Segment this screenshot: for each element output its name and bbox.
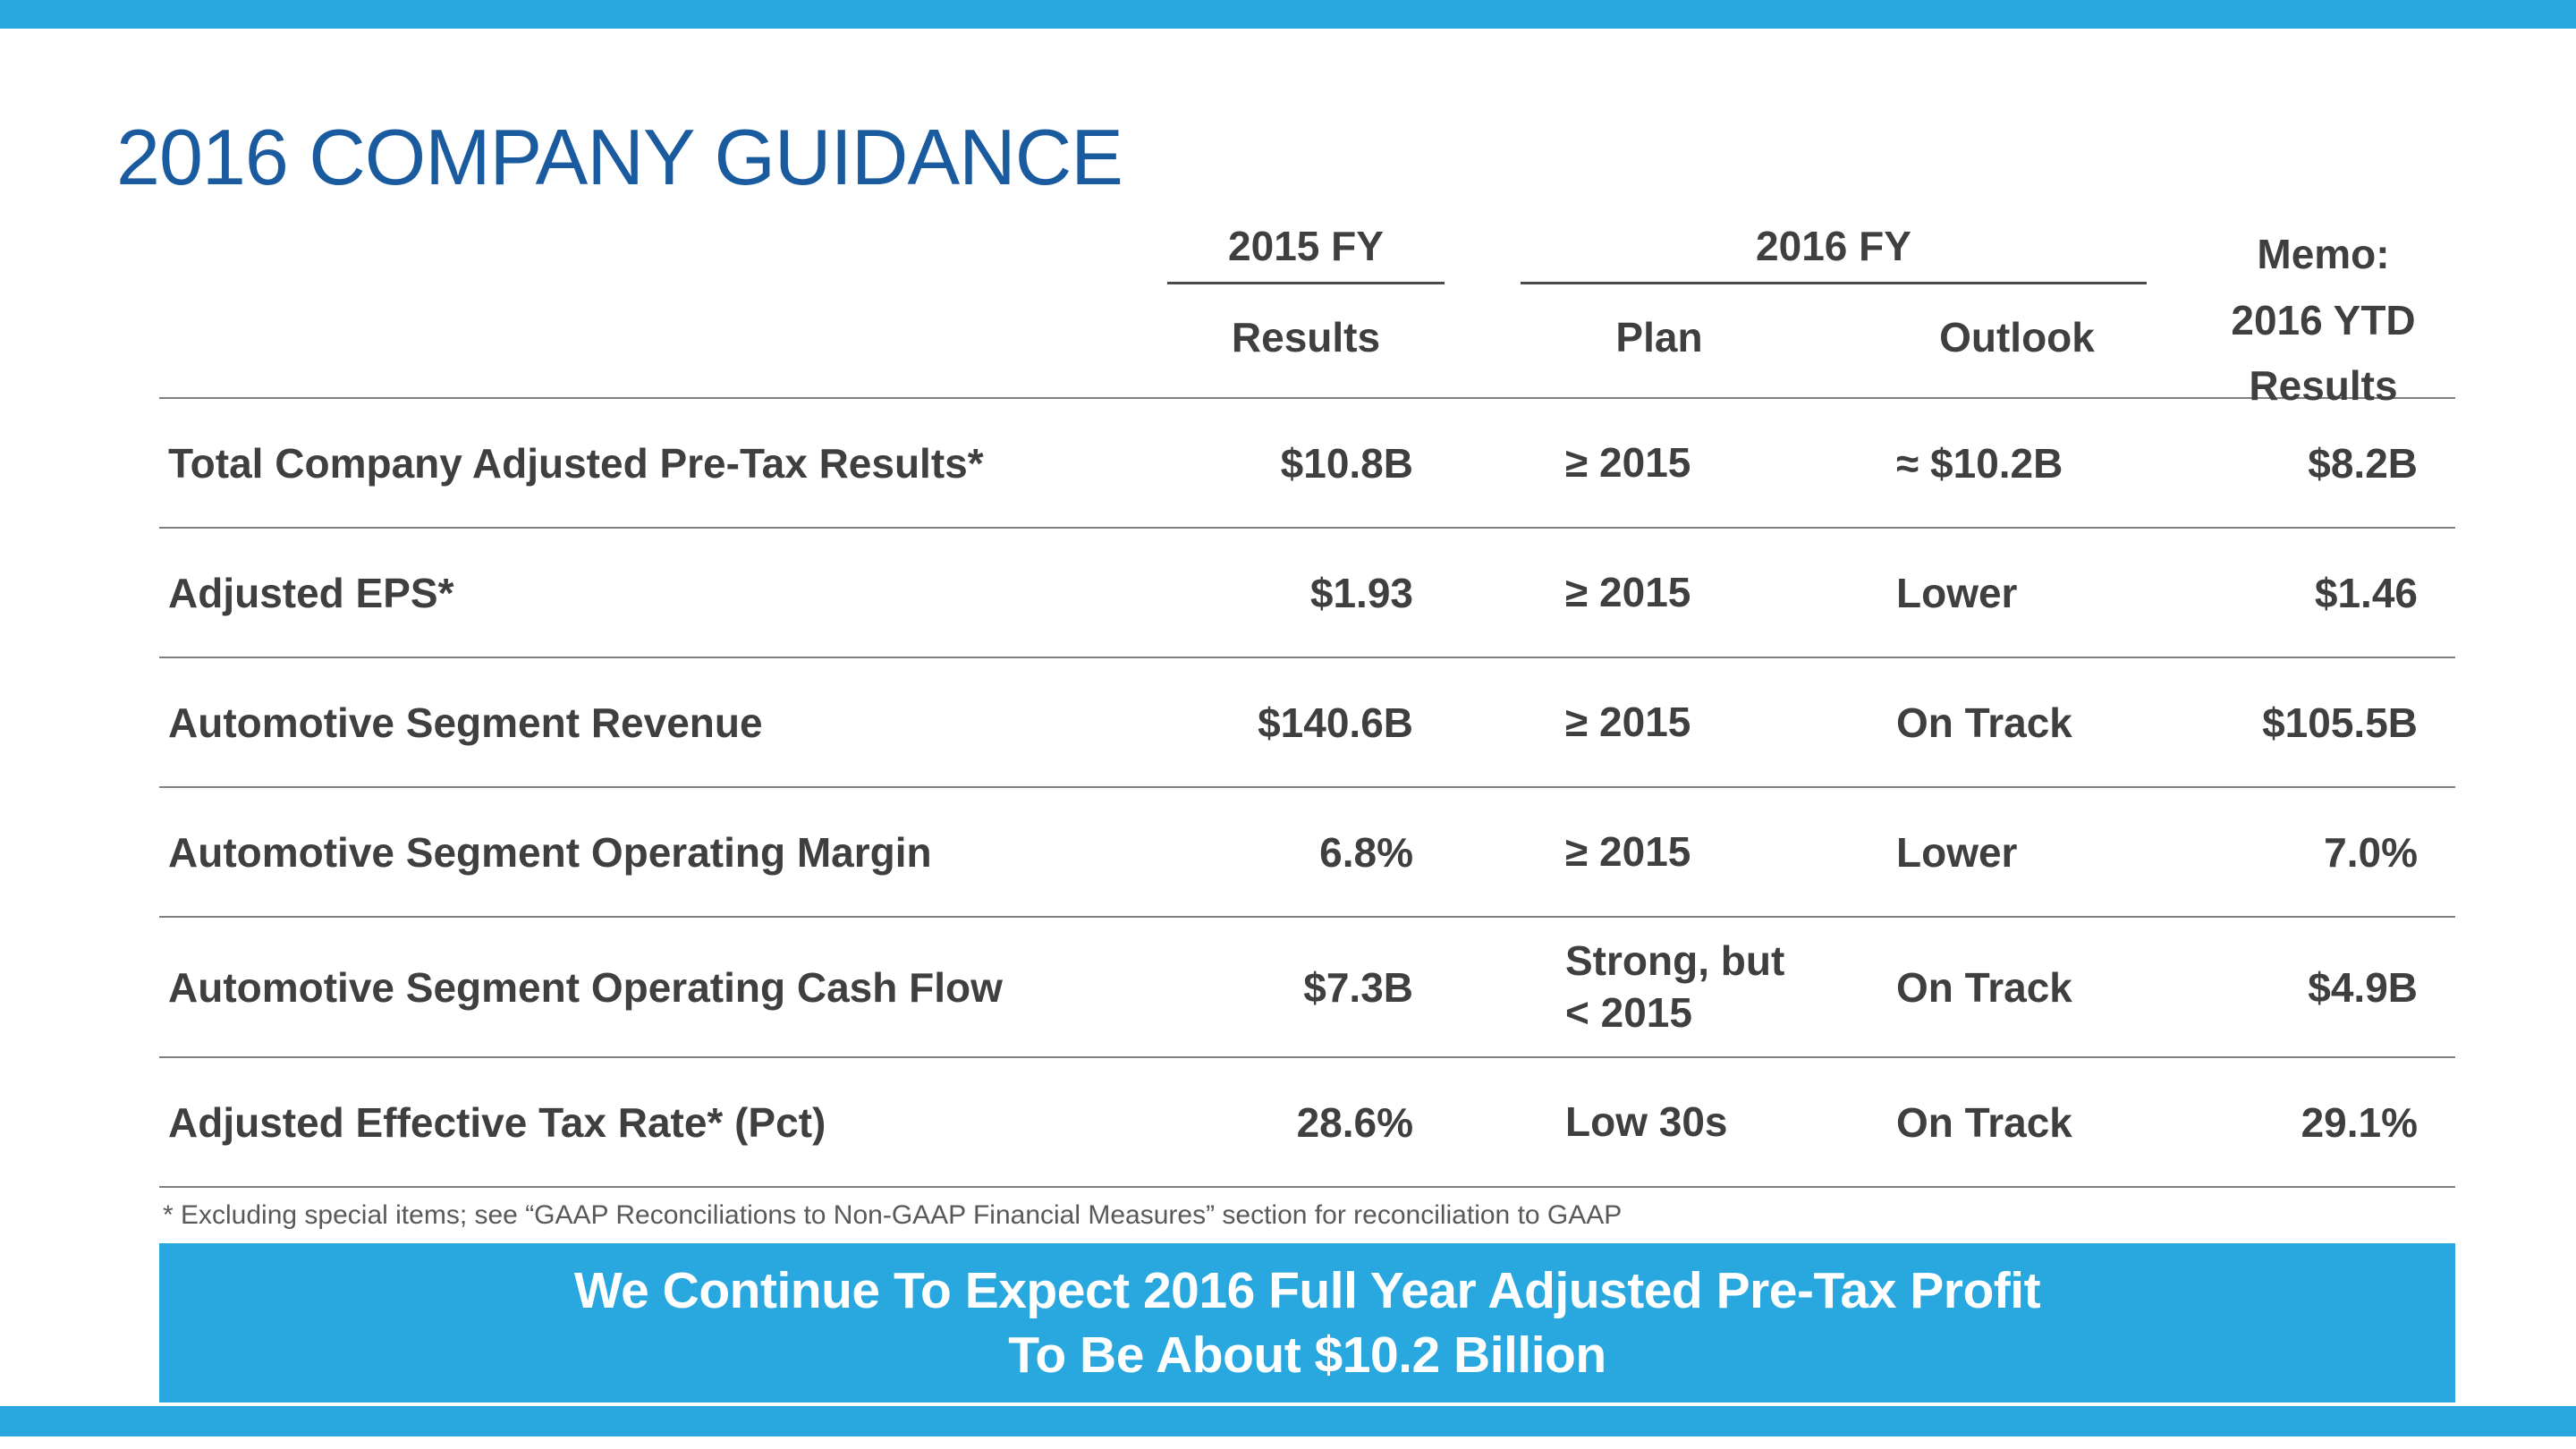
memo-header-line3: Results (2249, 362, 2398, 410)
cell-plan: Low 30s (1565, 1097, 1728, 1145)
table-row: Adjusted EPS* $1.93 ≥ 2015 Lower $1.46 (159, 529, 2455, 658)
cell-outlook: Lower (1896, 569, 2018, 616)
cell-plan: Strong, but < 2015 (1565, 937, 1785, 1036)
summary-banner-line1: We Continue To Expect 2016 Full Year Adj… (573, 1261, 2041, 1319)
row-label: Adjusted Effective Tax Rate* (Pct) (168, 1098, 826, 1146)
column-group-2016-fy-label: 2016 FY (1521, 222, 2147, 284)
memo-header-line1: Memo: (2257, 231, 2390, 277)
cell-plan: ≥ 2015 (1565, 827, 1691, 875)
guidance-table: 2015 FY 2016 FY Memo: 2016 YTD Results R… (159, 222, 2455, 1188)
table-row: Automotive Segment Operating Margin 6.8%… (159, 788, 2455, 918)
row-label: Automotive Segment Operating Cash Flow (168, 963, 1003, 1011)
cell-results: $1.93 (1309, 569, 1413, 616)
bottom-accent-bar (0, 1406, 2576, 1436)
cell-ytd: 7.0% (2324, 828, 2418, 876)
page-title: 2016 COMPANY GUIDANCE (116, 113, 1123, 201)
table-row: Automotive Segment Operating Cash Flow $… (159, 918, 2455, 1058)
summary-banner: We Continue To Expect 2016 Full Year Adj… (159, 1243, 2455, 1402)
cell-outlook: On Track (1896, 963, 2072, 1011)
cell-results: $140.6B (1258, 699, 1413, 746)
cell-plan: ≥ 2015 (1565, 698, 1691, 745)
table-header: 2015 FY 2016 FY Memo: 2016 YTD Results R… (159, 222, 2455, 409)
table-row: Total Company Adjusted Pre-Tax Results* … (159, 399, 2455, 529)
cell-ytd: $8.2B (2308, 439, 2418, 487)
column-group-2016-fy: 2016 FY (1476, 222, 2191, 284)
cell-ytd: $4.9B (2308, 963, 2418, 1011)
cell-plan: ≥ 2015 (1565, 568, 1691, 615)
row-label: Adjusted EPS* (168, 569, 454, 616)
cell-results: 6.8% (1319, 828, 1413, 876)
cell-results: $10.8B (1280, 439, 1413, 487)
column-header-memo: Memo: 2016 YTD Results (2191, 222, 2455, 409)
column-group-2015-fy: 2015 FY (1136, 222, 1476, 284)
cell-ytd: $105.5B (2262, 699, 2418, 746)
row-label: Automotive Segment Revenue (168, 699, 763, 746)
cell-plan: ≥ 2015 (1565, 438, 1691, 486)
column-group-2015-fy-label: 2015 FY (1167, 222, 1445, 284)
cell-outlook: On Track (1896, 1098, 2072, 1146)
column-header-outlook: Outlook (1939, 314, 2095, 360)
column-header-results: Results (1231, 314, 1381, 360)
table-row: Automotive Segment Revenue $140.6B ≥ 201… (159, 658, 2455, 788)
row-label: Total Company Adjusted Pre-Tax Results* (168, 439, 984, 487)
footnote: * Excluding special items; see “GAAP Rec… (163, 1200, 1623, 1230)
summary-banner-line2: To Be About $10.2 Billion (1008, 1326, 1606, 1384)
top-accent-bar (0, 0, 2576, 29)
cell-results: $7.3B (1303, 963, 1413, 1011)
row-label: Automotive Segment Operating Margin (168, 828, 932, 876)
cell-results: 28.6% (1296, 1098, 1413, 1146)
cell-outlook: On Track (1896, 699, 2072, 746)
cell-outlook: ≈ $10.2B (1896, 439, 2063, 487)
cell-outlook: Lower (1896, 828, 2018, 876)
memo-header-line2: 2016 YTD (2231, 296, 2416, 343)
cell-ytd: 29.1% (2301, 1098, 2418, 1146)
table-row: Adjusted Effective Tax Rate* (Pct) 28.6%… (159, 1058, 2455, 1188)
cell-ytd: $1.46 (2314, 569, 2418, 616)
column-header-plan: Plan (1615, 314, 1703, 360)
